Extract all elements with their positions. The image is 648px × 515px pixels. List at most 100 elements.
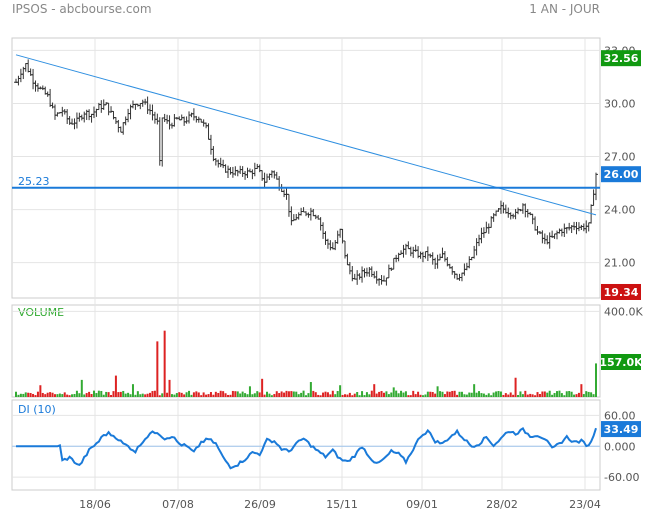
volume-bar: [485, 394, 488, 397]
volume-bar: [136, 391, 139, 397]
volume-bar: [370, 390, 373, 397]
volume-bar: [161, 393, 164, 397]
volume-bar: [390, 392, 393, 397]
volume-bar: [480, 393, 483, 397]
volume-bar: [324, 391, 327, 397]
volume-bar: [246, 394, 249, 397]
volume-bar: [248, 386, 251, 397]
volume-bar: [114, 375, 117, 397]
volume-bar: [341, 394, 344, 397]
volume-bar: [548, 390, 551, 397]
volume-bar: [258, 392, 261, 397]
volume-bar: [124, 393, 127, 397]
volume-bar: [185, 392, 188, 397]
volume-bar: [456, 394, 459, 397]
volume-bar: [200, 395, 203, 397]
volume-bar: [565, 391, 568, 397]
volume-bar: [317, 394, 320, 397]
volume-bar: [502, 394, 505, 397]
volume-bar: [414, 394, 417, 397]
volume-bar: [495, 391, 498, 397]
volume-bar: [543, 391, 546, 397]
volume-title: VOLUME: [18, 306, 64, 319]
volume-bar: [482, 393, 485, 397]
volume-bar: [356, 392, 359, 397]
di-tick-label: -60.00: [604, 471, 639, 484]
volume-bar: [229, 394, 232, 397]
volume-bar: [168, 379, 171, 397]
volume-bar: [465, 394, 468, 397]
volume-bar: [227, 394, 230, 397]
volume-bar: [180, 392, 183, 397]
volume-bar: [41, 392, 44, 397]
volume-bar: [192, 392, 195, 397]
volume-bar: [66, 394, 69, 397]
last-price-badge-bg: [601, 50, 641, 67]
volume-bar: [387, 394, 390, 397]
volume-bar: [283, 392, 286, 397]
volume-bar: [302, 390, 305, 397]
volume-bar: [592, 394, 595, 397]
volume-bar: [251, 394, 254, 397]
volume-bar: [475, 392, 478, 397]
volume-bar: [575, 394, 578, 397]
volume-bar: [560, 393, 563, 397]
volume-bar: [419, 394, 422, 397]
volume-bar: [453, 390, 456, 397]
volume-bar: [292, 391, 295, 397]
volume-bar: [551, 394, 554, 397]
volume-bar: [34, 395, 37, 397]
volume-bar: [80, 379, 83, 397]
volume-bar: [19, 393, 22, 397]
volume-bar: [363, 395, 366, 397]
volume-bar: [149, 392, 152, 397]
volume-bar: [531, 394, 534, 397]
price-tick-label: 27.00: [604, 151, 636, 164]
price-tick-label: 24.00: [604, 204, 636, 217]
volume-bar: [441, 391, 444, 397]
volume-bar: [83, 394, 86, 397]
volume-bar: [27, 392, 30, 397]
volume-bar: [163, 330, 166, 397]
volume-bar: [85, 393, 88, 397]
volume-bar: [426, 391, 429, 397]
volume-bar: [46, 392, 49, 397]
volume-bar: [468, 392, 471, 397]
volume-bar: [58, 393, 61, 397]
volume-bar: [234, 391, 237, 397]
volume-badge: 157.0K: [599, 356, 643, 369]
volume-bar: [490, 395, 493, 397]
hline-label: 25.23: [18, 175, 50, 188]
volume-bar: [273, 394, 276, 397]
volume-tick-label: 400.0K: [604, 305, 643, 318]
volume-bar: [117, 392, 120, 397]
volume-bar: [90, 394, 93, 397]
x-tick-label: 26/09: [244, 498, 276, 511]
volume-bar: [32, 393, 35, 397]
volume-bar: [397, 393, 400, 397]
volume-bar: [305, 395, 307, 397]
volume-bar: [56, 394, 59, 397]
volume-bar: [585, 391, 588, 397]
volume-bar: [29, 392, 32, 397]
volume-bar: [309, 382, 312, 397]
x-tick-label: 15/11: [326, 498, 358, 511]
volume-bar: [351, 395, 354, 397]
volume-bar: [331, 390, 334, 397]
volume-bar: [107, 392, 110, 397]
volume-bar: [499, 391, 502, 397]
volume-bar: [183, 394, 186, 397]
volume-bar: [287, 391, 290, 397]
volume-bar: [188, 390, 191, 397]
volume-bar: [395, 390, 398, 397]
volume-bar: [268, 393, 271, 397]
low-price-badge: 19.34: [604, 286, 639, 299]
volume-bar: [214, 391, 217, 397]
volume-bar: [307, 393, 310, 397]
volume-bar: [297, 394, 300, 397]
volume-bar: [421, 395, 424, 397]
volume-bar: [202, 392, 205, 397]
di-badge: 33.49: [604, 423, 639, 436]
volume-bar: [558, 390, 561, 397]
volume-bar: [112, 391, 115, 397]
